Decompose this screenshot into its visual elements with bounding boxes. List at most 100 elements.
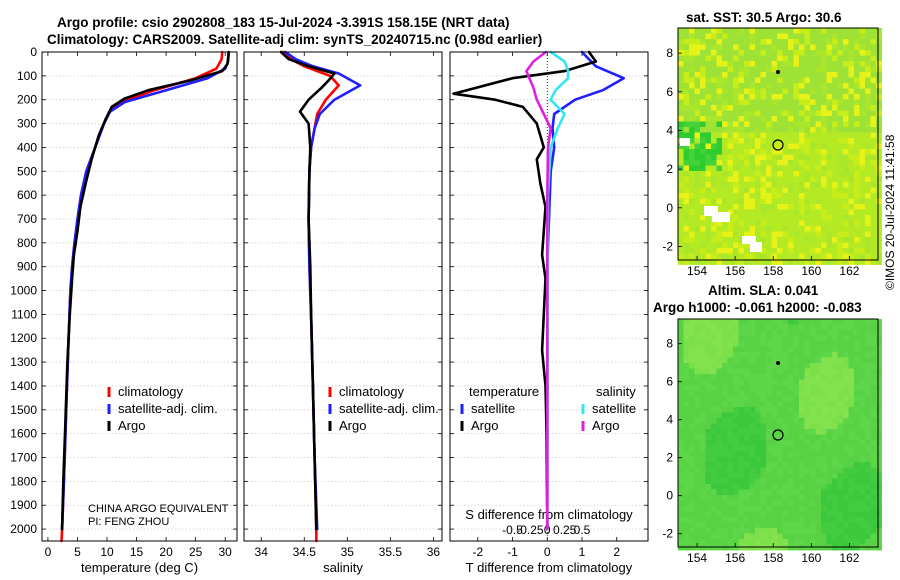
map-cell	[832, 440, 838, 446]
map-cell	[859, 330, 866, 336]
map-cell	[689, 116, 695, 122]
map-cell	[711, 259, 717, 265]
map-cell	[733, 259, 739, 265]
map-cell	[777, 462, 783, 468]
map-cell	[832, 473, 838, 479]
map-cell	[793, 61, 800, 67]
map-cell	[804, 489, 811, 496]
map-cell	[700, 363, 706, 369]
island-dot	[776, 70, 780, 74]
map-cell	[843, 99, 849, 106]
map-cell	[854, 28, 860, 34]
map-cell	[749, 28, 756, 34]
map-cell	[749, 154, 756, 161]
map-cell	[727, 341, 734, 347]
map-cell	[733, 363, 739, 369]
map-cell	[777, 330, 783, 336]
map-cell	[837, 94, 844, 100]
map-cell	[733, 220, 739, 227]
map-cell	[793, 204, 800, 210]
map-cell	[782, 88, 789, 95]
map-cell	[711, 33, 717, 40]
map-cell	[848, 187, 855, 194]
map-cell	[859, 506, 866, 512]
x-tick-label: 15	[130, 545, 144, 559]
map-cell	[760, 495, 767, 501]
map-cell	[705, 237, 712, 243]
map-cell	[810, 61, 816, 67]
map-cell	[854, 324, 860, 331]
map-cell	[694, 407, 701, 413]
map-cell	[782, 429, 789, 435]
map-cell	[804, 33, 811, 40]
map-cell	[700, 407, 706, 413]
map-cell	[799, 44, 805, 51]
map-cell	[782, 44, 789, 51]
map-cell	[755, 511, 761, 518]
map-cell	[689, 83, 695, 89]
map-cell	[876, 127, 882, 133]
map-cell	[766, 368, 772, 375]
map-cell	[705, 385, 712, 391]
map-cell	[777, 154, 783, 161]
map-cell	[821, 352, 827, 358]
map-cell	[678, 451, 684, 457]
map-cell	[865, 363, 871, 369]
map-cell	[848, 253, 855, 260]
map-cell	[766, 121, 772, 128]
map-cell	[854, 489, 860, 496]
map-cell	[683, 105, 690, 111]
map-cell	[716, 44, 723, 51]
map-cell	[793, 231, 800, 238]
map-cell	[705, 242, 712, 249]
map-cell	[689, 390, 695, 397]
map-cell	[749, 407, 756, 413]
map-cell	[760, 77, 767, 84]
map-cell	[843, 412, 849, 419]
map-cell	[810, 182, 816, 188]
map-cell	[876, 242, 882, 249]
map-cell	[859, 231, 866, 238]
map-cell	[782, 495, 789, 501]
map-cell	[744, 226, 750, 232]
map-cell	[727, 396, 734, 402]
map-cell	[865, 187, 871, 194]
map-cell	[793, 226, 800, 232]
map-cell	[782, 28, 789, 34]
map-cell	[700, 429, 706, 435]
map-cell	[733, 209, 739, 216]
map-cell	[804, 363, 811, 369]
map-cell	[700, 528, 706, 534]
map-cell	[870, 500, 877, 507]
map-cell	[771, 88, 778, 95]
map-cell	[804, 66, 811, 73]
map-cell	[777, 121, 783, 128]
map-cell	[859, 121, 866, 128]
map-cell	[815, 66, 822, 73]
map-cell	[843, 495, 849, 501]
map-cell	[689, 324, 695, 331]
map-cell	[694, 99, 701, 106]
map-cell	[843, 44, 849, 51]
map-cell	[689, 165, 695, 172]
map-cell	[859, 473, 866, 479]
map-cell	[799, 198, 805, 205]
map-cell	[689, 248, 695, 254]
map-cell	[859, 77, 866, 84]
map-cell	[810, 478, 816, 485]
map-cell	[733, 335, 739, 342]
map-cell	[837, 451, 844, 457]
map-cell	[804, 50, 811, 56]
map-cell	[771, 154, 778, 161]
map-cell	[738, 226, 745, 232]
map-cell	[821, 418, 827, 424]
map-cell	[876, 143, 882, 150]
map-cell	[738, 423, 745, 430]
map-cell	[793, 127, 800, 133]
map-cell	[755, 418, 761, 424]
map-cell	[865, 77, 871, 84]
series-line-temperature-argo	[452, 50, 598, 531]
map-cell	[722, 182, 728, 188]
map-cell	[733, 511, 739, 518]
map-cell	[876, 528, 882, 534]
